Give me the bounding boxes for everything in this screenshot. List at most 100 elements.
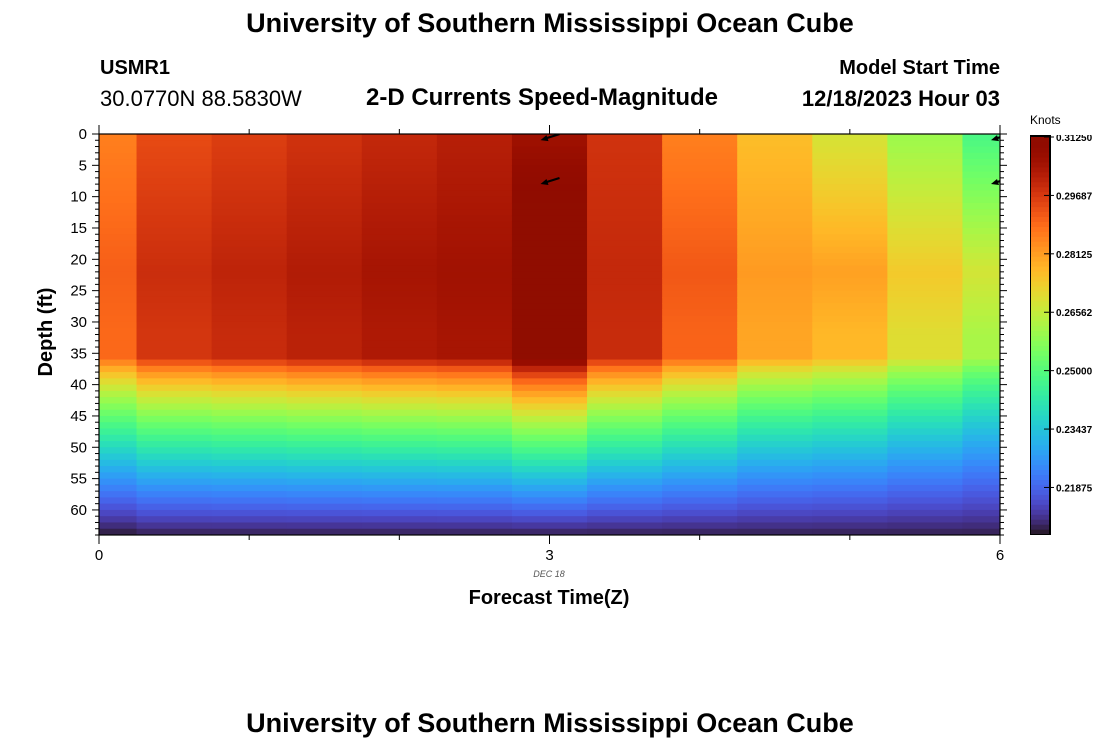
heatmap-cell bbox=[211, 259, 288, 267]
heatmap-cell bbox=[812, 215, 888, 223]
heatmap-cell bbox=[136, 253, 213, 260]
heatmap-cell bbox=[99, 372, 138, 379]
colorbar-swatch bbox=[1031, 355, 1049, 361]
heatmap-cell bbox=[136, 190, 213, 198]
heatmap-cell bbox=[136, 372, 213, 379]
heatmap-cell bbox=[286, 340, 363, 348]
heatmap-cell bbox=[737, 165, 813, 173]
x-axis-label: Forecast Time(Z) bbox=[469, 587, 630, 609]
heatmap-cell bbox=[737, 359, 813, 367]
colorbar-tick-label: 0.21875 bbox=[1056, 483, 1093, 494]
heatmap-cell bbox=[511, 409, 588, 417]
heatmap-cell bbox=[436, 372, 513, 379]
heatmap-cell bbox=[887, 409, 964, 417]
heatmap-cell bbox=[136, 359, 213, 367]
heatmap-cell bbox=[737, 278, 813, 285]
heatmap-cell bbox=[511, 184, 588, 191]
heatmap-cell bbox=[136, 234, 213, 242]
heatmap-cell bbox=[286, 409, 363, 417]
heatmap-cell bbox=[587, 365, 663, 373]
heatmap-cell bbox=[136, 328, 213, 336]
heatmap-cell bbox=[436, 271, 513, 279]
heatmap-cell bbox=[361, 259, 438, 267]
heatmap-cell bbox=[887, 177, 964, 185]
heatmap-cell bbox=[887, 165, 964, 173]
heatmap-cell bbox=[587, 328, 663, 336]
heatmap-cell bbox=[136, 309, 213, 317]
colorbar-swatch bbox=[1031, 181, 1049, 188]
heatmap-cell bbox=[587, 284, 663, 292]
heatmap-cell bbox=[962, 209, 1000, 217]
colorbar-swatch bbox=[1031, 419, 1049, 426]
colorbar-tick-label: 0.31250 bbox=[1056, 133, 1093, 144]
heatmap-cell bbox=[737, 340, 813, 348]
heatmap-cell bbox=[887, 259, 964, 267]
colorbar-swatch bbox=[1031, 330, 1049, 337]
heatmap-cell bbox=[887, 134, 964, 141]
heatmap-cell bbox=[436, 284, 513, 292]
heatmap-cell bbox=[136, 315, 213, 323]
heatmap-cell bbox=[887, 353, 964, 361]
heatmap-cell bbox=[887, 171, 964, 179]
heatmap-cell bbox=[211, 190, 288, 198]
heatmap-cell bbox=[662, 353, 738, 361]
heatmap-cell bbox=[587, 397, 663, 405]
heatmap-cell bbox=[286, 503, 363, 511]
heatmap-cell bbox=[286, 171, 363, 179]
heatmap-cell bbox=[962, 472, 1000, 480]
station-coordinates: 30.0770N 88.5830W bbox=[100, 86, 302, 111]
heatmap-cell bbox=[812, 165, 888, 173]
heatmap-cell bbox=[361, 265, 438, 273]
current-vector-arrow bbox=[540, 134, 560, 142]
heatmap-cell bbox=[737, 409, 813, 417]
heatmap-cell bbox=[511, 484, 588, 492]
heatmap-cell bbox=[511, 171, 588, 179]
colorbar-swatch bbox=[1031, 236, 1049, 242]
heatmap-cell bbox=[211, 134, 288, 141]
heatmap-cell bbox=[511, 221, 588, 229]
heatmap-cell bbox=[587, 478, 663, 486]
heatmap-cell bbox=[887, 278, 964, 285]
heatmap-cell bbox=[211, 409, 288, 417]
heatmap-cell bbox=[436, 497, 513, 505]
heatmap-cell bbox=[662, 165, 738, 173]
heatmap-cell bbox=[511, 378, 588, 386]
heatmap-cell bbox=[99, 284, 138, 292]
colorbar-swatch bbox=[1031, 335, 1049, 342]
heatmap-cell bbox=[737, 152, 813, 160]
heatmap-cell bbox=[211, 296, 288, 304]
heatmap-cell bbox=[436, 184, 513, 191]
colorbar-swatch bbox=[1031, 494, 1049, 500]
heatmap-cell bbox=[812, 321, 888, 329]
heatmap-cell bbox=[136, 334, 213, 342]
heatmap-cell bbox=[136, 321, 213, 329]
heatmap-cell bbox=[962, 328, 1000, 336]
heatmap-cell bbox=[511, 422, 588, 430]
heatmap-cell bbox=[812, 422, 888, 430]
heatmap-cell bbox=[99, 365, 138, 373]
heatmap-cell bbox=[361, 509, 438, 517]
heatmap-cell bbox=[436, 202, 513, 210]
colorbar-swatch bbox=[1031, 305, 1049, 312]
heatmap-cell bbox=[286, 296, 363, 304]
colorbar-swatch bbox=[1031, 529, 1049, 535]
y-tick-label: 40 bbox=[70, 377, 87, 394]
heatmap-cell bbox=[211, 284, 288, 292]
colorbar-swatch bbox=[1031, 365, 1049, 371]
heatmap-cell bbox=[812, 296, 888, 304]
heatmap-cell bbox=[812, 522, 888, 530]
heatmap-cell bbox=[662, 315, 738, 323]
heatmap-cell bbox=[211, 265, 288, 273]
heatmap-cell bbox=[211, 303, 288, 311]
heatmap-cell bbox=[99, 309, 138, 317]
heatmap-cell bbox=[286, 415, 363, 423]
heatmap-cell bbox=[286, 528, 363, 535]
heatmap-cell bbox=[136, 509, 213, 517]
heatmap-cell bbox=[812, 240, 888, 248]
heatmap-cell bbox=[361, 303, 438, 311]
heatmap-cell bbox=[962, 265, 1000, 273]
heatmap-cell bbox=[662, 184, 738, 191]
heatmap-cell bbox=[211, 209, 288, 217]
heatmap-cell bbox=[286, 497, 363, 505]
heatmap-cell bbox=[136, 221, 213, 229]
